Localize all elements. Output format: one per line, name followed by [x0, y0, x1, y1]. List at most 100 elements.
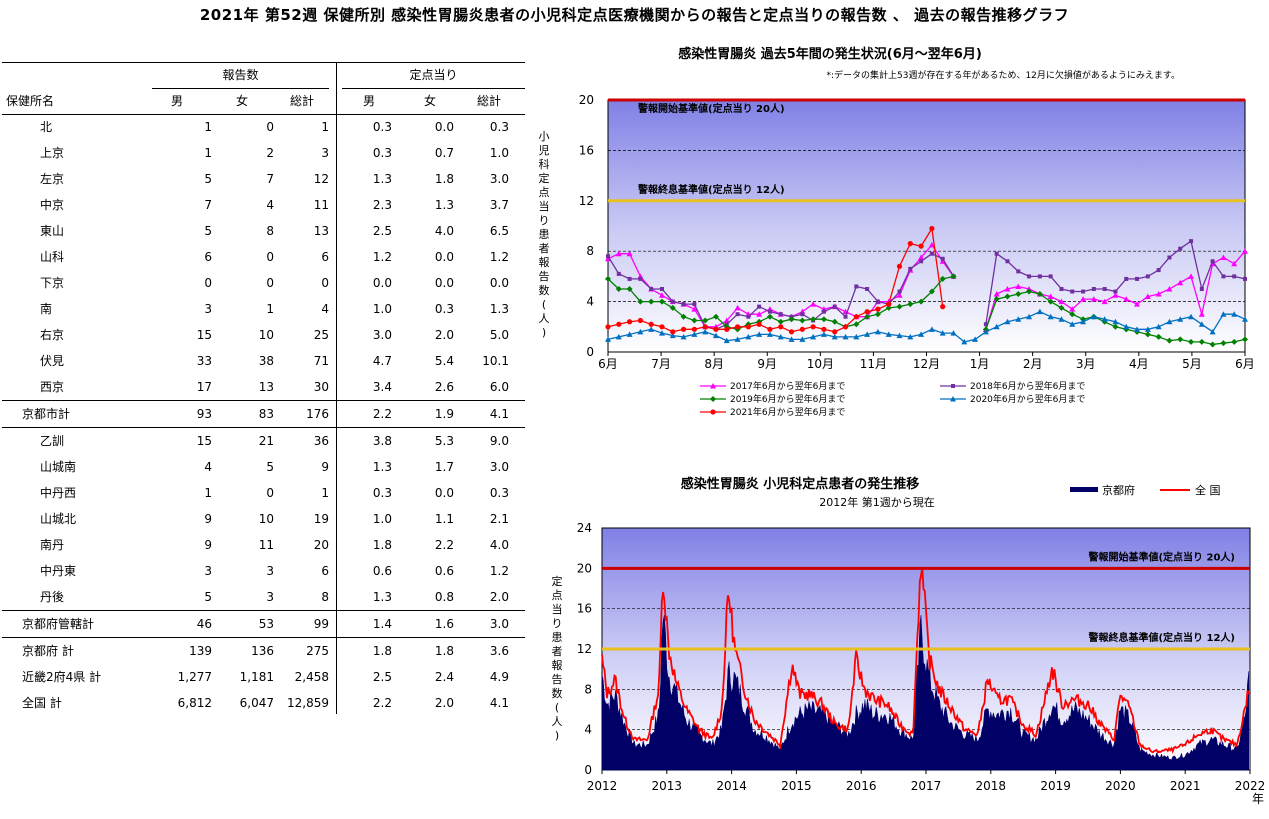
chart1-point [649, 287, 654, 291]
row-value-t: 12,859 [287, 696, 329, 710]
chart1-point [1047, 298, 1054, 305]
row-value-pt: 4.1 [489, 407, 509, 421]
table-group-header-row: 報告数 定点当り [2, 62, 525, 88]
row-value-f: 38 [258, 354, 274, 368]
chart1-point [745, 333, 752, 340]
chart1-point [605, 324, 611, 330]
chart1-point [637, 298, 644, 305]
chart1-point [1144, 326, 1151, 332]
table-body: 北 1 0 1 0.3 0.0 0.3 上京 1 2 3 0.3 0.7 1.0 左京 5 7 12 1.3 1.8 3… [2, 114, 525, 716]
chart1-point [756, 311, 763, 317]
chart1-point [788, 316, 795, 323]
row-value-pf: 0.0 [434, 486, 454, 500]
group-underline-reports [152, 88, 329, 89]
table-row: 丹後 5 3 8 1.3 0.8 2.0 [2, 584, 525, 610]
chart1-legend-label: 2019年6月から翌年6月まで [730, 393, 845, 405]
chart1-point [626, 331, 633, 337]
row-value-m: 1 [204, 146, 212, 160]
table-row: 東山 5 8 13 2.5 4.0 6.5 [2, 218, 525, 244]
chart1-point [993, 323, 1000, 330]
chart1-point [1015, 291, 1022, 298]
chart1-point [799, 317, 806, 324]
chart1-ytick-label: 8 [586, 244, 594, 258]
chart1-point [1069, 306, 1076, 312]
chart1-point [680, 333, 687, 340]
row-value-f: 0 [266, 250, 274, 264]
row-value-pt: 1.2 [489, 564, 509, 578]
row-value-t: 99 [313, 617, 329, 631]
chart1-point [1178, 246, 1183, 251]
chart1-point [1123, 323, 1130, 330]
chart1-point [1005, 259, 1010, 264]
chart1-point [1189, 239, 1194, 244]
row-value-pm: 1.3 [372, 590, 392, 604]
report-table: 報告数 定点当り 保健所名 男 女 総計 男 女 総計 北 1 0 1 0.3 0.0 0.… [2, 62, 525, 716]
chart1-point [723, 317, 730, 323]
chart1-ylabel-char: 定 [539, 171, 550, 185]
row-value-pt: 0.3 [489, 486, 509, 500]
chart2-ytick-label: 8 [584, 682, 592, 696]
chart1-point [648, 321, 654, 327]
chart1-legend-marker [710, 409, 716, 415]
row-value-f: 1 [266, 302, 274, 316]
row-value-m: 6,812 [177, 696, 212, 710]
chart1-point [1047, 313, 1054, 320]
chart2-xtick-label: 2016 [846, 779, 877, 793]
chart1-point [1198, 338, 1205, 345]
chart1-point [616, 321, 622, 327]
row-value-pf: 1.3 [434, 198, 454, 212]
chart1-point [950, 273, 957, 280]
row-value-t: 4 [321, 302, 329, 316]
row-value-pt: 1.3 [489, 302, 509, 316]
row-value-m: 6 [204, 250, 212, 264]
col-header-female: 女 [235, 94, 248, 108]
row-value-pt: 3.7 [489, 198, 509, 212]
chart1-point [1209, 341, 1216, 348]
chart1-point [713, 326, 719, 332]
chart2-ylabel-char: 定 [552, 574, 563, 588]
chart1-point [606, 254, 610, 259]
col-header-total: 総計 [289, 94, 314, 108]
chart1-ylabel-char: ( [542, 298, 546, 311]
chart1-point [1177, 336, 1184, 343]
chart1-ylabel-char: 報 [539, 256, 550, 269]
chart1-point [799, 336, 806, 342]
chart1-point [820, 316, 827, 323]
row-value-pt: 3.0 [489, 460, 509, 474]
chart1-point [918, 243, 924, 249]
chart1-point [1015, 316, 1022, 322]
chart1-point [1135, 276, 1140, 281]
chart1-point [734, 324, 741, 330]
chart1-point [1167, 255, 1172, 260]
row-value-pf: 0.0 [434, 276, 454, 290]
chart1-point [907, 301, 914, 308]
chart1-point [638, 276, 643, 281]
table-column-header-row: 保健所名 男 女 総計 男 女 総計 [2, 88, 525, 114]
chart1-ylabel-char: 小 [539, 130, 550, 143]
row-name: 北 [40, 120, 53, 134]
chart1-note: *:データの集計上53週が存在する年があるため、12月に欠損値があるようにみえま… [826, 69, 1180, 81]
chart1-point [1166, 286, 1173, 292]
chart1-point [767, 326, 773, 332]
header-bottom-border [2, 114, 525, 115]
row-value-t: 6 [321, 564, 329, 578]
chart1-point [1155, 291, 1162, 297]
chart1-point [865, 287, 870, 291]
table-row: 右京 15 10 25 3.0 2.0 5.0 [2, 322, 525, 348]
row-value-f: 0 [266, 120, 274, 134]
row-name: 南 [40, 302, 53, 316]
chart1-point [810, 324, 816, 330]
chart1-point [788, 336, 795, 342]
chart1-point [626, 250, 633, 257]
chart1-point [799, 326, 805, 332]
section-divider [2, 427, 525, 428]
row-value-pf: 1.8 [434, 172, 454, 186]
chart1-point [615, 250, 622, 257]
chart1-title: 感染性胃腸炎 過去5年間の発生状況(6月～翌年6月) [678, 46, 982, 62]
chart1-point [670, 299, 675, 304]
row-value-m: 1 [204, 486, 212, 500]
chart1-point [627, 276, 632, 281]
chart1-point [659, 324, 665, 330]
chart2-ylabel-char: 人 [552, 715, 563, 728]
chart1-plot-bg [607, 99, 1246, 353]
